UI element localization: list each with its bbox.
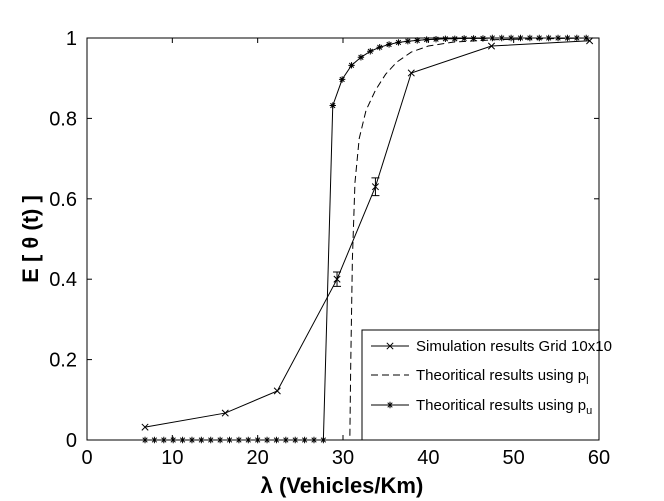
x-tick-label: 60 [588, 447, 610, 469]
series-layer [141, 34, 594, 444]
data-point [310, 436, 318, 444]
data-point [226, 436, 233, 444]
series-line [144, 40, 590, 428]
data-point [371, 183, 379, 191]
data-point [442, 35, 449, 43]
legend-label-text: Theoritical results using p [416, 397, 586, 414]
x-tick-label: 40 [417, 447, 439, 469]
data-point [292, 436, 299, 444]
data-point [507, 34, 515, 42]
series-1 [141, 37, 594, 431]
data-point [517, 34, 524, 42]
legend-label-text: Theoritical results using p [416, 367, 586, 384]
data-point [188, 436, 196, 444]
data-point [273, 387, 281, 395]
data-point [151, 436, 158, 444]
x-tick-label: 0 [81, 447, 92, 469]
data-point [536, 34, 543, 42]
data-point [216, 436, 224, 444]
data-point [554, 34, 562, 42]
data-point [357, 54, 365, 61]
y-tick-label: 0.2 [49, 350, 77, 372]
legend-marker-1 [386, 342, 394, 350]
data-point [414, 37, 421, 44]
tick-layer: 0 10 20 30 40 50 60 0 0.2 0.4 0.6 0.8 1 [49, 28, 610, 469]
series-3 [141, 34, 590, 444]
data-point [376, 44, 383, 51]
data-point [320, 436, 327, 444]
data-point [221, 409, 229, 417]
data-point [460, 35, 468, 42]
data-point [573, 34, 581, 42]
x-tick-label: 20 [247, 447, 269, 469]
data-point [487, 42, 496, 50]
data-point [564, 34, 571, 42]
data-point [273, 436, 280, 444]
data-point [367, 48, 374, 55]
data-point [245, 436, 252, 444]
y-tick-label: 0 [66, 430, 77, 452]
data-point [207, 436, 214, 444]
data-point [179, 436, 186, 444]
data-point [423, 36, 430, 43]
y-axis-label: E [ θ (t) ] [18, 195, 43, 283]
data-point [545, 34, 552, 42]
legend-label-subscript: l [586, 375, 588, 387]
data-point [451, 35, 458, 43]
series-line [145, 37, 591, 441]
data-point [407, 69, 415, 77]
data-point [141, 436, 149, 444]
legend-marker-3 [386, 401, 394, 409]
data-point [348, 62, 355, 69]
data-point [583, 34, 590, 42]
data-point [404, 38, 412, 45]
data-point [235, 436, 243, 444]
y-tick-label: 1 [66, 28, 77, 50]
data-point [141, 423, 149, 431]
data-point [498, 34, 505, 42]
y-tick-label: 0.8 [49, 108, 77, 130]
legend-box [361, 329, 600, 441]
data-point [301, 436, 308, 444]
legend: Simulation results Grid 10x10 Theoritical… [361, 329, 612, 441]
y-tick-label: 0.6 [49, 189, 77, 211]
legend-label-subscript: u [586, 405, 592, 417]
data-point [470, 35, 477, 42]
y-tick-label: 0.4 [49, 269, 77, 291]
x-tick-label: 30 [332, 447, 354, 469]
data-point [489, 34, 496, 42]
series-2 [145, 37, 591, 441]
legend-label-2: Theoritical results using pl [416, 367, 589, 387]
data-point [479, 35, 487, 42]
data-point [333, 275, 341, 283]
data-point [169, 436, 177, 444]
data-point [395, 39, 402, 46]
x-tick-label: 50 [503, 447, 525, 469]
data-point [329, 102, 336, 109]
data-point [160, 436, 167, 444]
data-point [526, 34, 534, 42]
data-point [432, 36, 440, 43]
data-point [385, 41, 393, 48]
legend-label-1: Simulation results Grid 10x10 [416, 338, 612, 355]
x-axis-label: λ (Vehicles/Km) [261, 473, 424, 498]
data-point [282, 436, 290, 444]
legend-label-3: Theoritical results using pu [416, 397, 592, 417]
data-point [338, 76, 346, 83]
x-tick-label: 10 [161, 447, 183, 469]
data-point [198, 436, 205, 444]
data-point [263, 436, 271, 444]
